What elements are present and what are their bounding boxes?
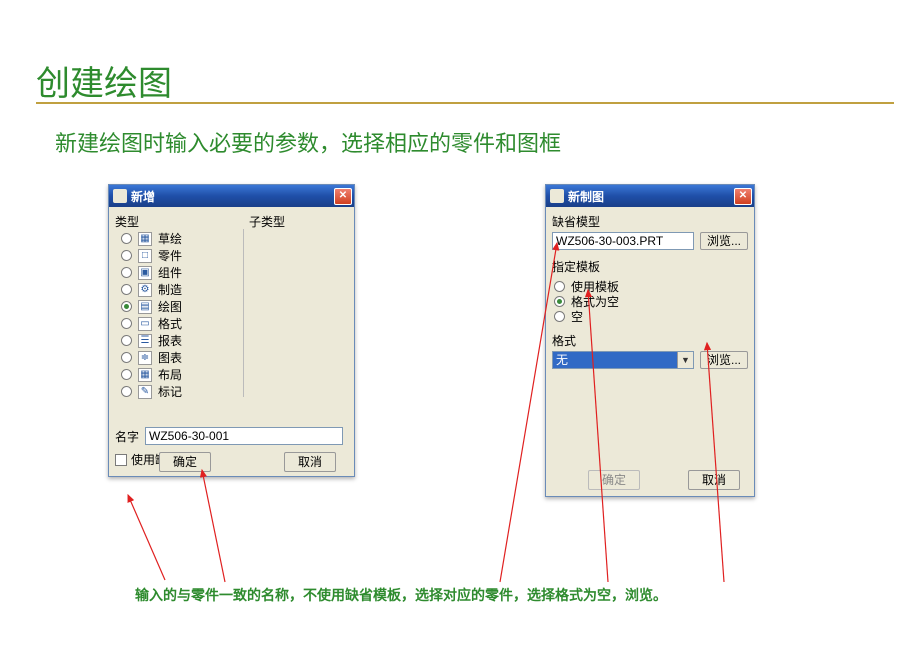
radio-icon[interactable] (121, 352, 132, 363)
type-label: 标记 (158, 383, 182, 400)
template-radio-row[interactable]: 空 (552, 309, 748, 324)
type-label: 制造 (158, 281, 182, 298)
model-input[interactable]: WZ506-30-003.PRT (552, 232, 694, 250)
new-dialog: 新增 ✕ 类型 ▦ 草绘 □ 零件 ▣ 组件 ⚙ 制造 ▤ 绘图 ▭ 格式 ☰ 报表 ≑ 图表 ▦ 布局 ✎ 标记 子… (108, 184, 355, 477)
divider (243, 229, 244, 397)
type-icon: ☰ (138, 334, 152, 348)
template-option-label: 空 (571, 308, 583, 325)
radio-icon[interactable] (121, 250, 132, 261)
type-label: 绘图 (158, 298, 182, 315)
radio-icon[interactable] (121, 386, 132, 397)
type-icon: ≑ (138, 351, 152, 365)
radio-icon[interactable] (121, 335, 132, 346)
type-radio-row[interactable]: ☰ 报表 (115, 332, 239, 349)
type-label: 报表 (158, 332, 182, 349)
type-icon: ▣ (138, 266, 152, 280)
type-icon: ⚙ (138, 283, 152, 297)
ok-button[interactable]: 确定 (159, 452, 211, 472)
type-icon: □ (138, 249, 152, 263)
radio-icon[interactable] (554, 281, 565, 292)
template-radio-row[interactable]: 格式为空 (552, 294, 748, 309)
app-icon (550, 189, 564, 203)
format-selected: 无 (553, 352, 677, 368)
title-underline (36, 102, 894, 104)
type-label: 布局 (158, 366, 182, 383)
chevron-down-icon[interactable]: ▼ (677, 352, 693, 368)
new-dialog-titlebar[interactable]: 新增 ✕ (109, 185, 354, 207)
browse-model-button[interactable]: 浏览... (700, 232, 748, 250)
cancel-button[interactable]: 取消 (284, 452, 336, 472)
new-dialog-title: 新增 (131, 188, 330, 205)
type-icon: ▦ (138, 232, 152, 246)
radio-icon[interactable] (554, 311, 565, 322)
type-radio-row[interactable]: ▤ 绘图 (115, 298, 239, 315)
radio-icon[interactable] (121, 233, 132, 244)
type-label: 图表 (158, 349, 182, 366)
type-radio-row[interactable]: □ 零件 (115, 247, 239, 264)
type-label: 格式 (158, 315, 182, 332)
new-drawing-dialog-title: 新制图 (568, 188, 730, 205)
radio-icon[interactable] (121, 267, 132, 278)
browse-format-button[interactable]: 浏览... (700, 351, 748, 369)
type-radio-row[interactable]: ▣ 组件 (115, 264, 239, 281)
type-radio-row[interactable]: ✎ 标记 (115, 383, 239, 400)
new-drawing-dialog-titlebar[interactable]: 新制图 ✕ (546, 185, 754, 207)
cancel-button[interactable]: 取消 (688, 470, 740, 490)
type-radio-row[interactable]: ▦ 草绘 (115, 230, 239, 247)
close-icon[interactable]: ✕ (334, 188, 352, 205)
type-icon: ▦ (138, 368, 152, 382)
specify-template-label: 指定模板 (552, 258, 748, 275)
radio-icon[interactable] (121, 284, 132, 295)
page-subtitle: 新建绘图时输入必要的参数，选择相应的零件和图框 (55, 126, 561, 158)
type-label: 组件 (158, 264, 182, 281)
type-icon: ▭ (138, 317, 152, 331)
ok-button[interactable]: 确定 (588, 470, 640, 490)
annotation-text: 输入的与零件一致的名称，不使用缺省模板，选择对应的零件，选择格式为空，浏览。 (135, 585, 667, 605)
name-label: 名字 (115, 428, 139, 445)
template-radio-row[interactable]: 使用模板 (552, 279, 748, 294)
type-group-label: 类型 (115, 213, 239, 230)
radio-icon[interactable] (121, 301, 132, 312)
type-label: 草绘 (158, 230, 182, 247)
type-radio-row[interactable]: ⚙ 制造 (115, 281, 239, 298)
close-icon[interactable]: ✕ (734, 188, 752, 205)
new-drawing-dialog: 新制图 ✕ 缺省模型 WZ506-30-003.PRT 浏览... 指定模板 使… (545, 184, 755, 497)
type-radio-row[interactable]: ▦ 布局 (115, 366, 239, 383)
type-radio-row[interactable]: ▭ 格式 (115, 315, 239, 332)
radio-icon[interactable] (121, 318, 132, 329)
page-title: 创建绘图 (36, 56, 172, 105)
name-input[interactable]: WZ506-30-001 (145, 427, 343, 445)
format-label: 格式 (552, 332, 748, 349)
type-label: 零件 (158, 247, 182, 264)
default-model-label: 缺省模型 (552, 213, 748, 230)
format-select[interactable]: 无 ▼ (552, 351, 694, 369)
type-icon: ✎ (138, 385, 152, 399)
radio-icon[interactable] (121, 369, 132, 380)
type-icon: ▤ (138, 300, 152, 314)
subtype-group-label: 子类型 (249, 213, 285, 230)
app-icon (113, 189, 127, 203)
radio-icon[interactable] (554, 296, 565, 307)
type-radio-row[interactable]: ≑ 图表 (115, 349, 239, 366)
